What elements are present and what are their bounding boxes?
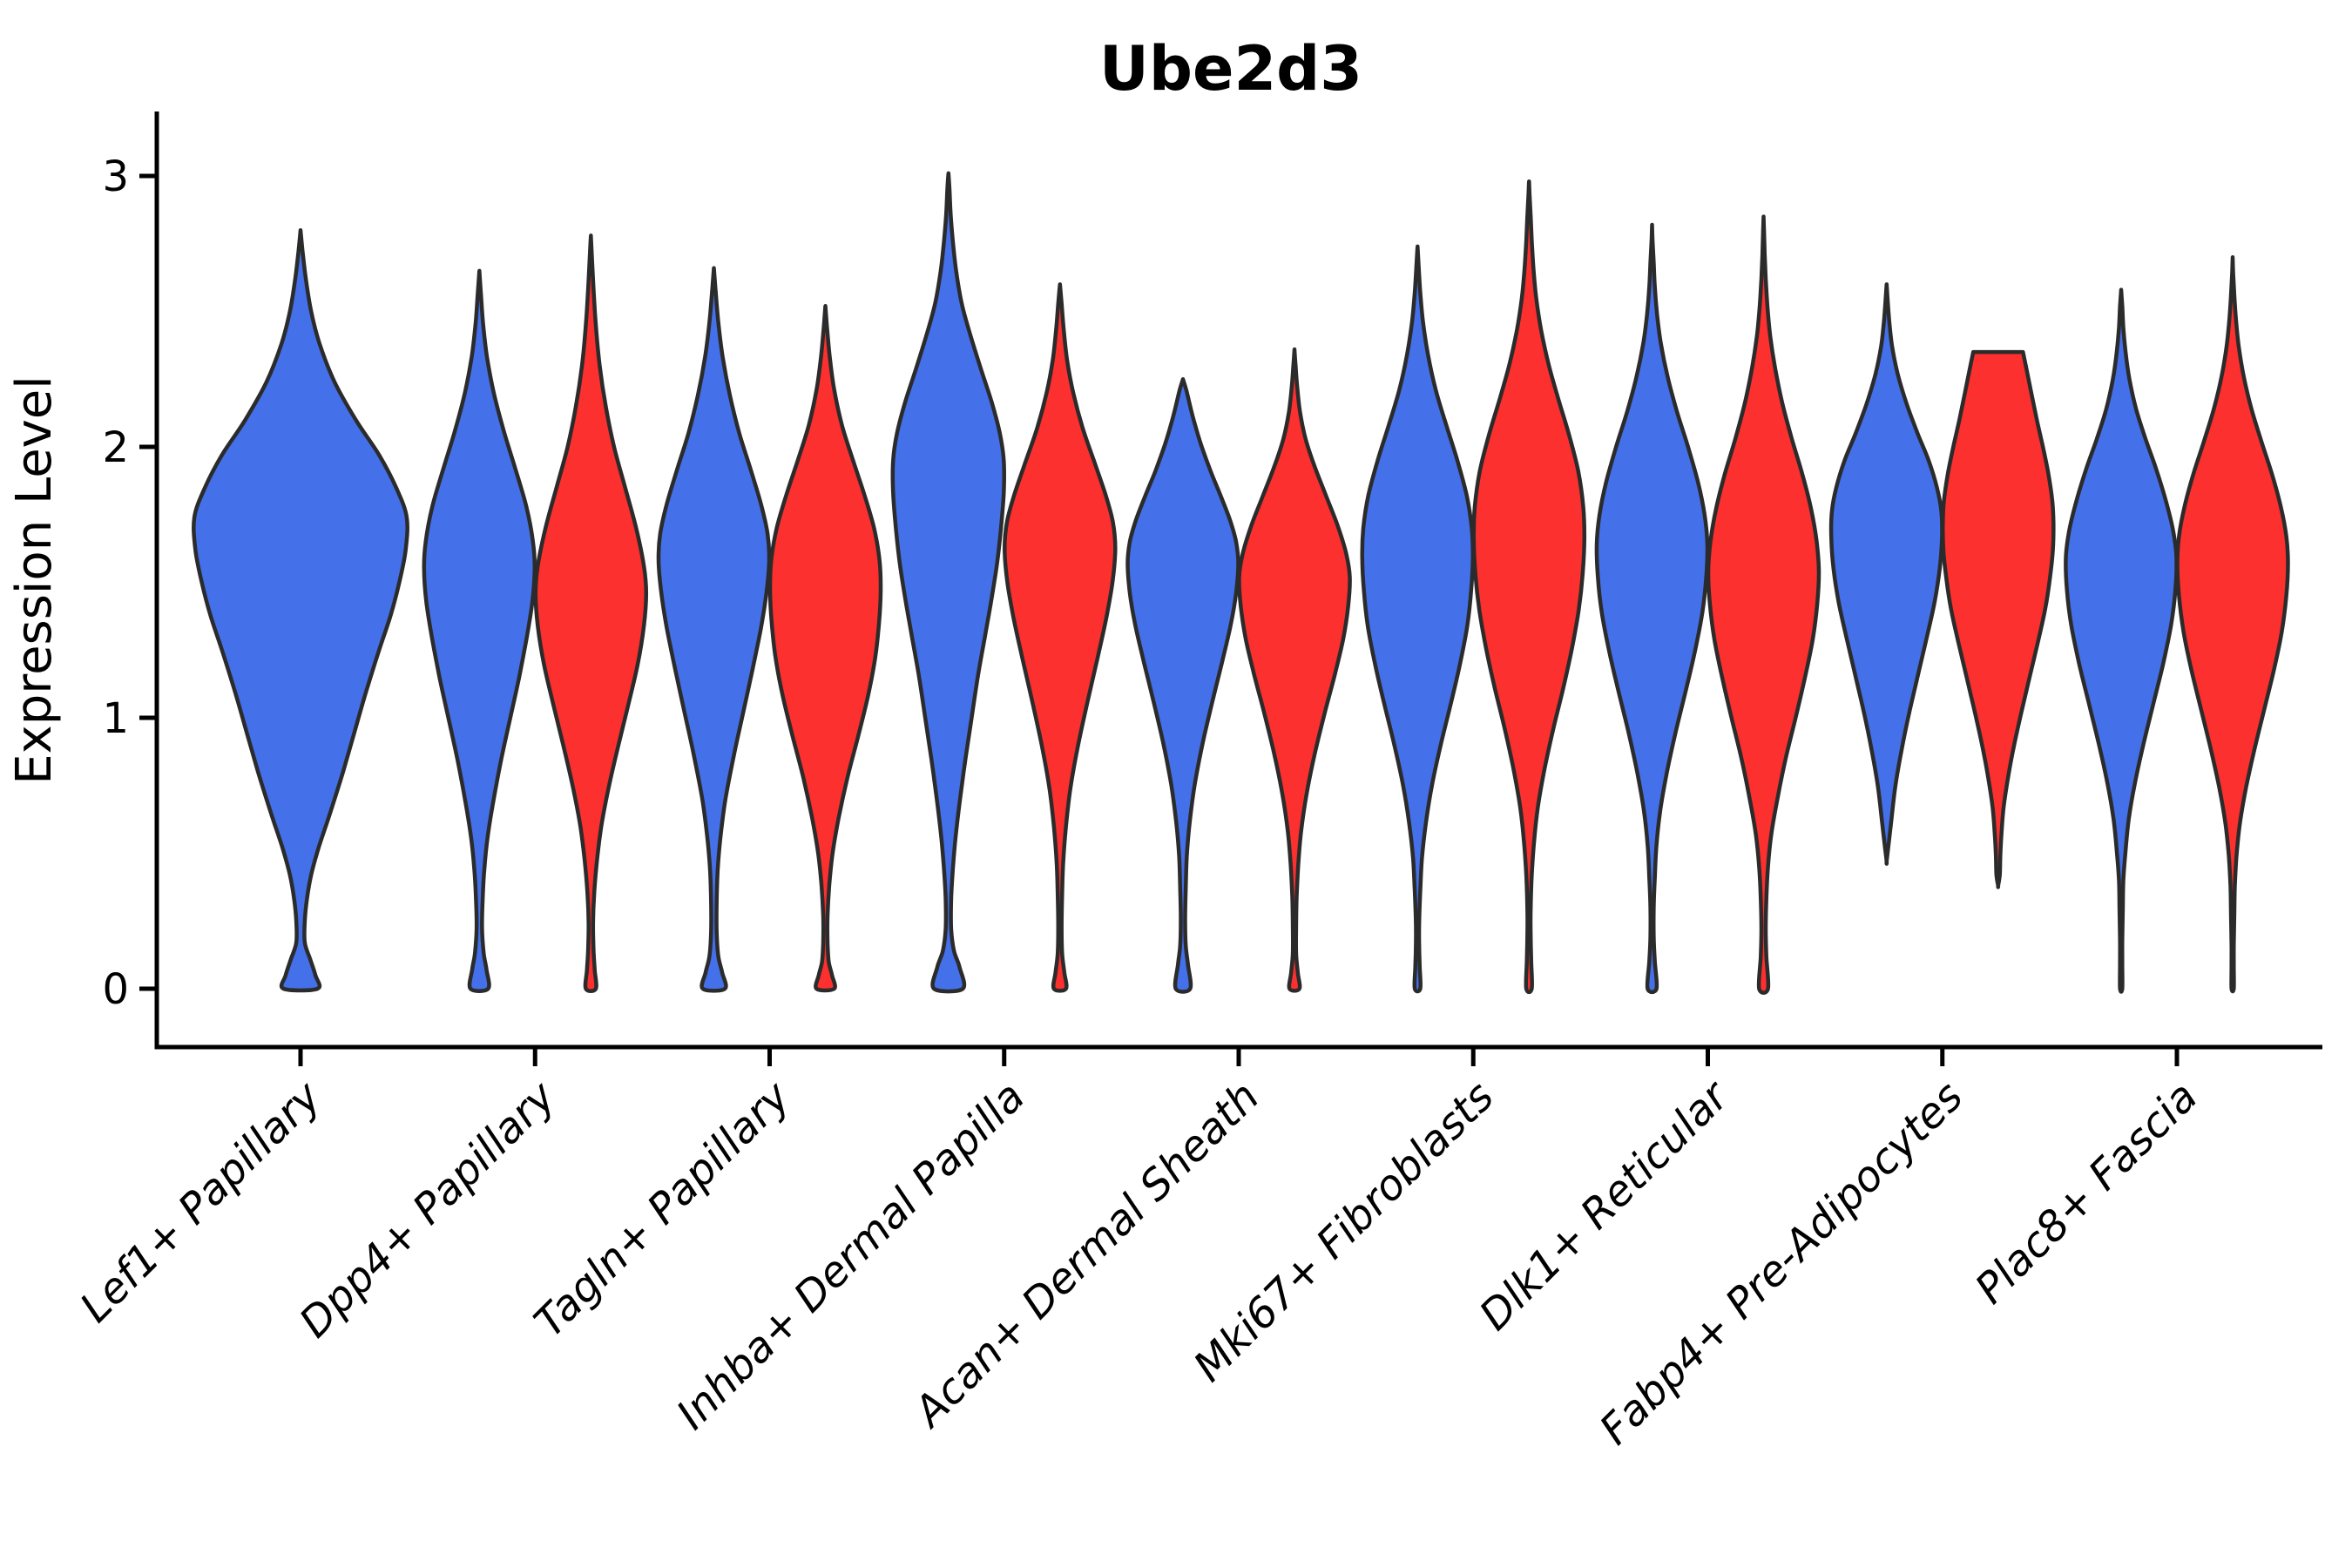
violin-dpp4-papillary-blue [422,268,537,993]
violin-layer [192,171,2290,995]
y-axis-label: Expression Level [6,375,63,785]
x-category-label-dlk1-reticular: Dlk1+ Reticular [1470,1071,1740,1341]
violin-acan-dermal-sheath-blue [1125,377,1240,994]
violin-tagln-papillary-red [767,304,883,993]
violin-tagln-papillary-blue [656,266,772,993]
x-category-label-dpp4-papillary: Dpp4+ Papillary [290,1071,565,1347]
violin-lef1-papillary-blue [192,227,409,993]
violin-dlk1-reticular-blue [1594,222,1710,995]
violin-dpp4-papillary-red [533,233,649,993]
x-category-label-tagln-papillary: Tagln+ Papillary [525,1071,801,1347]
chart-title: Ube2d3 [1099,33,1362,105]
y-tick-label-3: 3 [102,152,129,201]
violin-plac8-fascia-red [2175,255,2290,994]
violin-acan-dermal-sheath-red [1237,347,1352,993]
violin-inhba-dermal-papilla-red [1003,282,1118,993]
x-category-label-lef1-papillary: Lef1+ Papillary [71,1071,331,1332]
violin-fabp4-pre-adipocytes-blue [1828,282,1944,866]
violin-mki67-fibroblasts-red [1471,179,1587,995]
violin-fabp4-pre-adipocytes-red [1940,349,2056,889]
x-category-label-plac8-fascia: Plac8+ Fascia [1966,1072,2207,1314]
violin-plac8-fascia-blue [2064,287,2179,994]
y-tick-label-2: 2 [102,423,129,472]
violin-mki67-fibroblasts-blue [1360,244,1476,994]
violin-dlk1-reticular-red [1706,214,1821,995]
y-tick-label-1: 1 [102,694,129,743]
y-tick-label-0: 0 [102,965,129,1014]
violin-inhba-dermal-papilla-blue [890,171,1006,994]
